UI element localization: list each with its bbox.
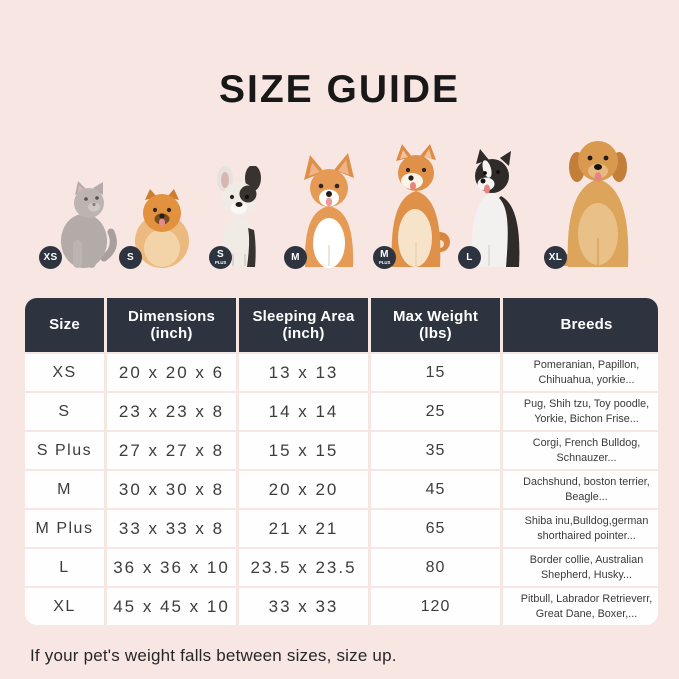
table-cell-max-weight: 25 bbox=[371, 393, 500, 430]
table-cell-size: S bbox=[25, 393, 104, 430]
table-cell-sleeping-area: 20 x 20 bbox=[239, 471, 368, 508]
column-header-max-weight: Max Weight (lbs) bbox=[371, 298, 500, 352]
cat-illustration bbox=[52, 180, 118, 268]
table-cell-max-weight: 65 bbox=[371, 510, 500, 547]
shiba-inu-icon bbox=[391, 144, 450, 267]
size-badge-label: M bbox=[291, 251, 300, 263]
table-cell-sleeping-area: 15 x 15 bbox=[239, 432, 368, 469]
sizing-note: If your pet's weight falls between sizes… bbox=[30, 646, 397, 665]
size-badge-sublabel: PLUS bbox=[214, 260, 227, 266]
table-cell-max-weight: 45 bbox=[371, 471, 500, 508]
border-collie-illustration bbox=[458, 149, 534, 268]
table-cell-sleeping-area: 23.5 x 23.5 bbox=[239, 549, 368, 586]
size-badge-m-plus: M PLUS bbox=[373, 246, 396, 269]
column-header-sleeping-area: Sleeping Area (inch) bbox=[239, 298, 368, 352]
size-badge-m: M bbox=[284, 246, 307, 269]
table-cell-size: L bbox=[25, 549, 104, 586]
table-cell-sleeping-area: 14 x 14 bbox=[239, 393, 368, 430]
border-collie-icon bbox=[471, 149, 520, 267]
column-header-breeds: Breeds bbox=[503, 298, 658, 352]
table-cell-size: S Plus bbox=[25, 432, 104, 469]
page-title: SIZE GUIDE bbox=[218, 68, 461, 112]
header-line2: (inch) bbox=[150, 325, 193, 342]
shiba-inu-illustration bbox=[378, 144, 450, 268]
header-line1: Breeds bbox=[560, 316, 613, 334]
header-line1: Size bbox=[49, 316, 80, 334]
pomeranian-illustration bbox=[130, 188, 194, 268]
table-cell-max-weight: 120 bbox=[371, 588, 500, 625]
pet-size-strip: XS S S PLUS M M PLUS L XL bbox=[0, 118, 679, 272]
table-cell-sleeping-area: 21 x 21 bbox=[239, 510, 368, 547]
corgi-icon bbox=[304, 153, 354, 268]
table-cell-dimensions: 36 x 36 x 10 bbox=[107, 549, 236, 586]
table-cell-dimensions: 30 x 30 x 8 bbox=[107, 471, 236, 508]
header-line2: (lbs) bbox=[419, 325, 452, 342]
column-header-size: Size bbox=[25, 298, 104, 352]
table-cell-breeds: Pomeranian, Papillon, Chihuahua, yorkie.… bbox=[503, 354, 658, 391]
size-badge-label: L bbox=[466, 251, 473, 263]
table-cell-size: M Plus bbox=[25, 510, 104, 547]
table-cell-size: XL bbox=[25, 588, 104, 625]
size-badge-label: XS bbox=[43, 251, 58, 263]
pomeranian-icon bbox=[135, 189, 189, 268]
table-cell-size: M bbox=[25, 471, 104, 508]
table-cell-dimensions: 23 x 23 x 8 bbox=[107, 393, 236, 430]
table-cell-size: XS bbox=[25, 354, 104, 391]
table-cell-max-weight: 15 bbox=[371, 354, 500, 391]
table-cell-sleeping-area: 13 x 13 bbox=[239, 354, 368, 391]
size-badge-label: M bbox=[380, 248, 389, 260]
table-cell-dimensions: 45 x 45 x 10 bbox=[107, 588, 236, 625]
table-cell-breeds: Pitbull, Labrador Retrieverr, Great Dane… bbox=[503, 588, 658, 625]
size-badge-sublabel: PLUS bbox=[378, 260, 391, 266]
table-cell-dimensions: 20 x 20 x 6 bbox=[107, 354, 236, 391]
table-cell-breeds: Pug, Shih tzu, Toy poodle, Yorkie, Bicho… bbox=[503, 393, 658, 430]
cat-icon bbox=[61, 181, 117, 268]
table-cell-breeds: Corgi, French Bulldog, Schnauzer... bbox=[503, 432, 658, 469]
table-cell-dimensions: 27 x 27 x 8 bbox=[107, 432, 236, 469]
header-line1: Max Weight bbox=[392, 307, 479, 325]
size-badge-l: L bbox=[458, 246, 481, 269]
table-cell-max-weight: 80 bbox=[371, 549, 500, 586]
table-cell-sleeping-area: 33 x 33 bbox=[239, 588, 368, 625]
size-guide-table: Size Dimensions (inch) Sleeping Area (in… bbox=[25, 298, 658, 625]
header-line2: (inch) bbox=[282, 325, 325, 342]
table-cell-dimensions: 33 x 33 x 8 bbox=[107, 510, 236, 547]
header-line1: Dimensions bbox=[127, 307, 216, 325]
golden-retriever-illustration bbox=[552, 134, 644, 268]
header-line1: Sleeping Area bbox=[252, 307, 355, 325]
size-badge-label: S bbox=[217, 248, 224, 260]
column-header-dimensions: Dimensions (inch) bbox=[107, 298, 236, 352]
size-badge-s-plus: S PLUS bbox=[209, 246, 232, 269]
size-badge-label: S bbox=[127, 251, 134, 263]
size-badge-xs: XS bbox=[39, 246, 62, 269]
size-badge-xl: XL bbox=[544, 246, 567, 269]
size-badge-label: XL bbox=[548, 251, 563, 263]
corgi-illustration bbox=[290, 153, 368, 268]
golden-retriever-icon bbox=[552, 141, 629, 267]
table-cell-breeds: Dachshund, boston terrier, Beagle... bbox=[503, 471, 658, 508]
size-badge-s: S bbox=[119, 246, 142, 269]
table-cell-breeds: Shiba inu,Bulldog,german shorthaired poi… bbox=[503, 510, 658, 547]
table-cell-max-weight: 35 bbox=[371, 432, 500, 469]
table-cell-breeds: Border collie, Australian Shepherd, Husk… bbox=[503, 549, 658, 586]
